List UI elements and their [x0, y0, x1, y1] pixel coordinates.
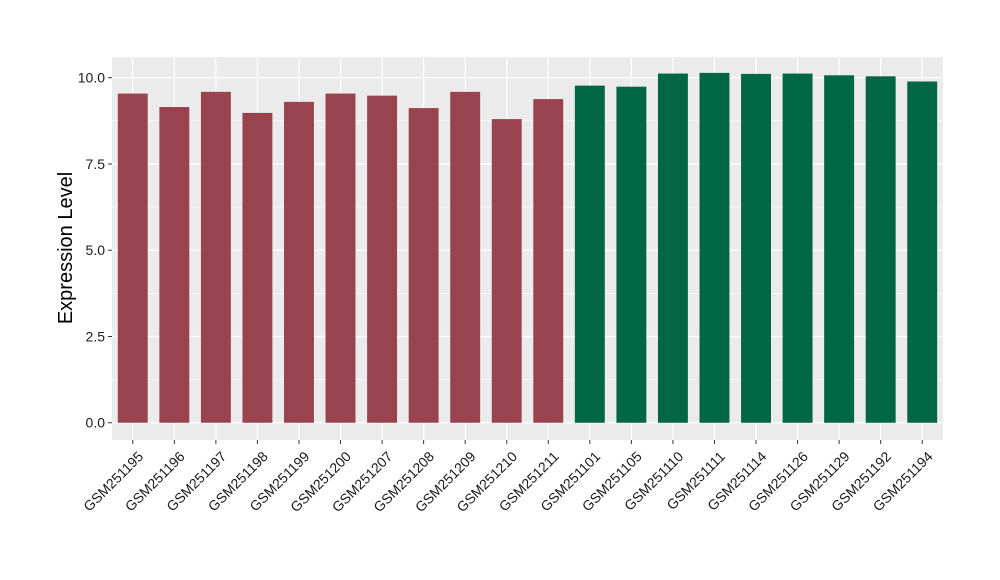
x-axis: GSM251195GSM251196GSM251197GSM251198GSM2…	[80, 440, 936, 515]
bar-GSM251196	[159, 107, 190, 423]
bar-GSM251197	[200, 91, 231, 423]
bar-GSM251126	[782, 73, 813, 423]
bar-GSM251207	[367, 95, 398, 423]
bar-GSM251111	[699, 72, 730, 423]
bar-GSM251110	[657, 73, 688, 423]
bar-GSM251198	[242, 112, 273, 423]
y-tick-label: 10.0	[78, 70, 105, 86]
bar-GSM251194	[907, 81, 938, 423]
bar-GSM251210	[491, 119, 522, 423]
y-tick-label: 2.5	[86, 328, 106, 344]
y-axis-title: Expression Level	[55, 172, 77, 324]
bar-GSM251129	[824, 75, 855, 423]
y-tick-label: 0.0	[86, 415, 106, 431]
bar-GSM251199	[284, 101, 314, 423]
bar-GSM251105	[616, 86, 647, 423]
plot-panel	[112, 57, 943, 440]
bar-GSM251101	[574, 85, 605, 423]
bar-GSM251200	[325, 93, 356, 423]
bars	[117, 72, 938, 423]
bar-GSM251208	[408, 108, 439, 423]
bar-GSM251114	[741, 73, 771, 423]
bar-GSM251211	[533, 99, 564, 423]
bar-GSM251192	[865, 76, 896, 423]
bar-GSM251195	[117, 93, 148, 423]
y-tick-label: 7.5	[86, 156, 106, 172]
y-tick-label: 5.0	[86, 242, 106, 258]
y-axis: 0.0 2.5 5.0 7.5 10.0	[78, 70, 112, 431]
bar-GSM251209	[450, 91, 481, 423]
